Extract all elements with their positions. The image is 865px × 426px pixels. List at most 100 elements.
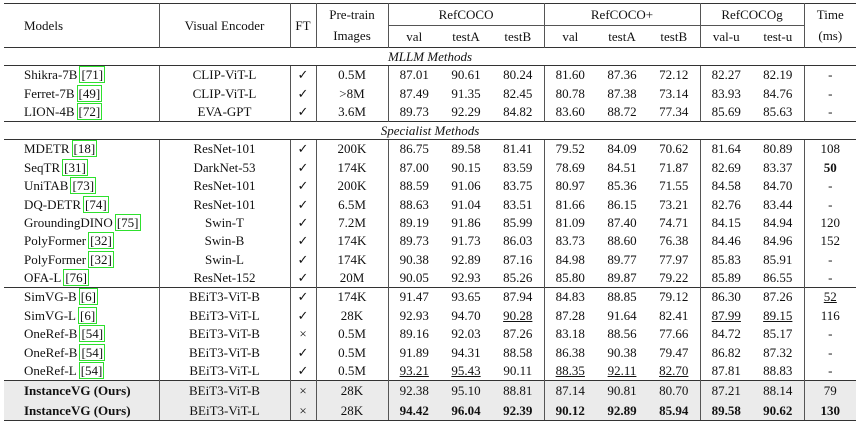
score-cell: 88.83 bbox=[752, 361, 805, 381]
header-cell: Visual Encoder bbox=[159, 3, 291, 48]
score-cell: 86.03 bbox=[492, 232, 545, 251]
model-name: OneRef-B bbox=[24, 344, 78, 360]
score-cell: 79.52 bbox=[555, 141, 585, 157]
time-cell: 108 bbox=[820, 141, 841, 157]
encoder-cell: BEiT3-ViT-B bbox=[159, 380, 291, 401]
score-cell: 83.93 bbox=[711, 85, 741, 101]
score-cell: 82.27 bbox=[711, 67, 741, 83]
score-cell: 84.96 bbox=[752, 232, 805, 251]
ft-cell: ✓ bbox=[290, 84, 317, 103]
score-cell: 88.63 bbox=[399, 196, 429, 212]
header-cell: Images bbox=[316, 25, 389, 48]
time-cell: - bbox=[828, 363, 833, 379]
time-cell: - bbox=[828, 178, 833, 194]
images-cell: 0.5M bbox=[316, 361, 389, 381]
score-cell: 71.55 bbox=[648, 176, 701, 196]
model-cell: InstanceVG (Ours) bbox=[4, 400, 160, 422]
score-cell: 86.30 bbox=[700, 287, 753, 307]
citation: [32] bbox=[88, 232, 114, 250]
images-cell: 28K bbox=[316, 380, 389, 401]
score-cell: 90.15 bbox=[451, 159, 481, 175]
score-cell: 92.39 bbox=[492, 400, 545, 422]
score-cell: 93.21 bbox=[399, 363, 429, 379]
score-cell: 92.89 bbox=[451, 251, 481, 267]
table-row: SimVG-L [6] BEiT3-ViT-L ✓ 28K 92.93 94.70 90.28… bbox=[4, 306, 856, 326]
score-cell: 80.78 bbox=[555, 85, 585, 101]
model-name: PolyFormer bbox=[24, 233, 87, 249]
table-row: MDETR [18] ResNet-101 ✓ 200K 86.75 89.58 81.41 7… bbox=[4, 139, 856, 159]
score-cell: 85.69 bbox=[711, 103, 741, 119]
score-cell: 81.64 bbox=[711, 141, 741, 157]
table-row: GroundingDINO [75] Swin-T ✓ 7.2M 89.19 91.86 85… bbox=[4, 213, 856, 233]
ft-cell: ✓ bbox=[290, 158, 317, 177]
score-cell: 87.28 bbox=[555, 307, 585, 323]
score-cell: 82.76 bbox=[711, 196, 741, 212]
citation: [32] bbox=[88, 250, 114, 268]
split-header: testB bbox=[492, 25, 545, 48]
score-cell: 93.65 bbox=[440, 287, 492, 307]
citation: [76] bbox=[63, 269, 89, 287]
encoder-cell: ResNet-101 bbox=[159, 176, 291, 196]
score-cell: 91.73 bbox=[451, 233, 481, 249]
score-cell: 77.66 bbox=[648, 325, 701, 344]
model-cell: SeqTR [31] bbox=[4, 158, 160, 177]
time-cell: - bbox=[828, 344, 833, 360]
score-cell: 89.58 bbox=[700, 400, 753, 422]
score-cell: 85.26 bbox=[492, 268, 545, 288]
model-name: InstanceVG (Ours) bbox=[24, 383, 131, 398]
section-row: Specialist Methods bbox=[4, 121, 857, 141]
citation: [31] bbox=[62, 158, 88, 176]
encoder-cell: Swin-B bbox=[159, 232, 291, 251]
model-cell: SimVG-L [6] bbox=[4, 306, 160, 326]
score-cell: 83.44 bbox=[752, 195, 805, 214]
score-cell: 83.75 bbox=[492, 176, 545, 196]
encoder-cell: DarkNet-53 bbox=[159, 158, 291, 177]
time-cell: 130 bbox=[804, 400, 857, 422]
score-cell: 85.99 bbox=[492, 213, 545, 233]
score-cell: 74.71 bbox=[648, 213, 701, 233]
section-title: Specialist Methods bbox=[4, 121, 857, 141]
model-cell: GroundingDINO [75] bbox=[4, 213, 160, 233]
score-cell: 79.12 bbox=[648, 287, 701, 307]
score-cell: 78.69 bbox=[555, 159, 585, 175]
citation: [72] bbox=[76, 102, 103, 120]
score-cell: 80.89 bbox=[752, 139, 805, 159]
model-name: PolyFormer bbox=[24, 251, 87, 267]
encoder-cell: BEiT3-ViT-B bbox=[159, 287, 291, 307]
model-cell: PolyFormer [32] bbox=[4, 250, 160, 269]
score-cell: 92.93 bbox=[451, 270, 481, 286]
score-cell: 81.60 bbox=[555, 67, 585, 83]
score-cell: 82.69 bbox=[711, 159, 741, 175]
score-cell: 89.73 bbox=[399, 103, 429, 119]
score-cell: 73.21 bbox=[648, 195, 701, 214]
model-name: DQ-DETR bbox=[24, 196, 82, 212]
encoder-cell: CLIP-ViT-L bbox=[159, 65, 291, 85]
citation: [54] bbox=[78, 362, 105, 380]
ft-cell: ✓ bbox=[290, 361, 317, 381]
score-cell: 95.10 bbox=[440, 380, 492, 401]
time-cell: - bbox=[828, 326, 833, 342]
score-cell: 90.05 bbox=[399, 270, 429, 286]
model-cell: DQ-DETR [74] bbox=[4, 195, 160, 214]
table-row: InstanceVG (Ours) BEiT3-ViT-L × 28K 94.42 96.… bbox=[4, 400, 857, 422]
table-row: InstanceVG (Ours) BEiT3-ViT-B × 28K 92.38 95.… bbox=[4, 380, 857, 401]
score-cell: 90.38 bbox=[607, 344, 637, 360]
score-cell: 96.04 bbox=[440, 400, 492, 422]
model-name: OneRef-L bbox=[24, 363, 77, 379]
images-cell: 174K bbox=[316, 158, 389, 177]
encoder-cell: BEiT3-ViT-B bbox=[159, 325, 291, 344]
citation: [49] bbox=[76, 84, 103, 102]
model-cell: SimVG-B [6] bbox=[4, 287, 160, 307]
header-cell: Pre-train bbox=[316, 3, 389, 26]
time-cell: - bbox=[828, 270, 833, 286]
score-cell: 87.36 bbox=[607, 67, 637, 83]
citation: [18] bbox=[71, 140, 98, 158]
split-header: testB bbox=[648, 25, 701, 48]
group-header: RefCOCOg bbox=[700, 3, 805, 26]
model-name: MDETR bbox=[24, 141, 70, 157]
score-cell: 87.99 bbox=[711, 307, 741, 323]
score-cell: 90.12 bbox=[544, 400, 597, 422]
table-row: SeqTR [31] DarkNet-53 ✓ 174K 87.00 90.15 83.59 7… bbox=[4, 158, 856, 177]
score-cell: 84.94 bbox=[752, 213, 805, 233]
ft-cell: ✓ bbox=[290, 232, 317, 251]
